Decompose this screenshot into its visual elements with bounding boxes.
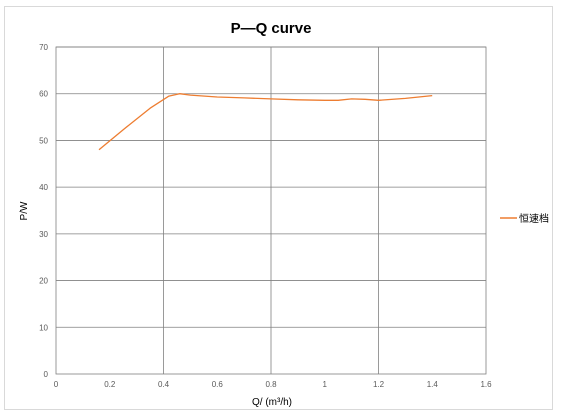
y-tick-label: 30 <box>39 230 48 239</box>
chart-frame <box>4 6 553 410</box>
y-tick-label: 0 <box>44 370 49 379</box>
x-tick-label: 1.6 <box>480 380 492 389</box>
plot-area-border <box>55 46 487 375</box>
x-tick-label: 0.2 <box>104 380 116 389</box>
gridlines <box>56 46 486 374</box>
series-line <box>98 93 433 151</box>
x-tick-label: 1.2 <box>373 380 385 389</box>
y-tick-label: 60 <box>39 90 48 99</box>
x-tick-label: 1.4 <box>427 380 439 389</box>
y-tick-label: 70 <box>39 43 48 52</box>
legend: 恒速档 <box>500 212 549 225</box>
tick-labels: 0 10 20 30 40 50 60 70 0 0.2 0.4 0.6 0.8 1 1.2 1.4 1.6 <box>39 43 492 389</box>
axes <box>55 46 487 375</box>
x-tick-label: 1 <box>323 380 328 389</box>
y-tick-label: 10 <box>39 323 48 332</box>
y-tick-label: 20 <box>39 277 48 286</box>
x-tick-label: 0.6 <box>212 380 224 389</box>
x-axis-title: Q/ (m³/h) <box>252 397 292 408</box>
x-tick-label: 0.4 <box>158 380 170 389</box>
series-lines <box>98 93 433 151</box>
legend-label: 恒速档 <box>519 212 549 225</box>
y-tick-label: 50 <box>39 136 48 145</box>
y-tick-label: 40 <box>39 183 48 192</box>
y-axis-title: P/W <box>19 201 30 220</box>
x-tick-label: 0.8 <box>265 380 277 389</box>
x-tick-label: 0 <box>54 380 59 389</box>
chart-title: P—Q curve <box>231 20 312 37</box>
